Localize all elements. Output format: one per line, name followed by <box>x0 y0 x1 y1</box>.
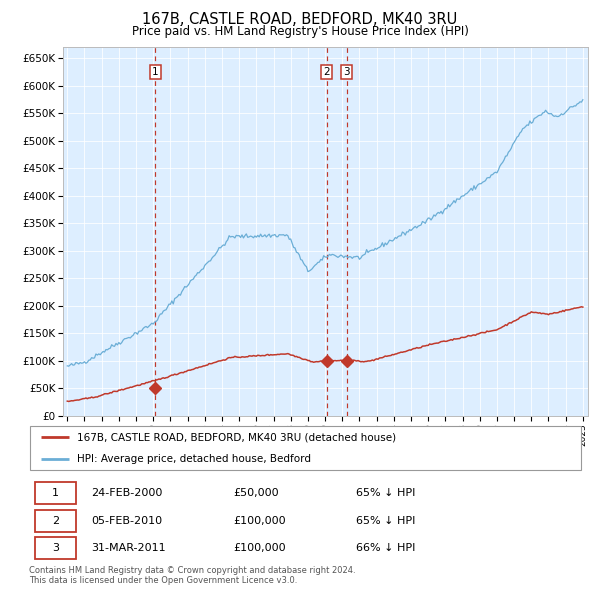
Text: Contains HM Land Registry data © Crown copyright and database right 2024.: Contains HM Land Registry data © Crown c… <box>29 566 355 575</box>
FancyBboxPatch shape <box>30 425 581 470</box>
Text: 66% ↓ HPI: 66% ↓ HPI <box>356 543 416 553</box>
Text: 2: 2 <box>52 516 59 526</box>
Text: 3: 3 <box>52 543 59 553</box>
FancyBboxPatch shape <box>35 537 76 559</box>
Text: 1: 1 <box>52 489 59 499</box>
Text: 167B, CASTLE ROAD, BEDFORD, MK40 3RU: 167B, CASTLE ROAD, BEDFORD, MK40 3RU <box>142 12 458 27</box>
Text: Price paid vs. HM Land Registry's House Price Index (HPI): Price paid vs. HM Land Registry's House … <box>131 25 469 38</box>
Text: 65% ↓ HPI: 65% ↓ HPI <box>356 516 416 526</box>
Text: 167B, CASTLE ROAD, BEDFORD, MK40 3RU (detached house): 167B, CASTLE ROAD, BEDFORD, MK40 3RU (de… <box>77 432 397 442</box>
Text: 31-MAR-2011: 31-MAR-2011 <box>91 543 166 553</box>
Text: 3: 3 <box>343 67 350 77</box>
Text: 05-FEB-2010: 05-FEB-2010 <box>91 516 162 526</box>
Text: 65% ↓ HPI: 65% ↓ HPI <box>356 489 416 499</box>
FancyBboxPatch shape <box>35 510 76 532</box>
Text: £50,000: £50,000 <box>233 489 279 499</box>
Text: 24-FEB-2000: 24-FEB-2000 <box>91 489 163 499</box>
Text: This data is licensed under the Open Government Licence v3.0.: This data is licensed under the Open Gov… <box>29 576 297 585</box>
Text: £100,000: £100,000 <box>233 543 286 553</box>
Text: £100,000: £100,000 <box>233 516 286 526</box>
Text: 1: 1 <box>152 67 158 77</box>
FancyBboxPatch shape <box>35 482 76 504</box>
Text: 2: 2 <box>323 67 330 77</box>
Text: HPI: Average price, detached house, Bedford: HPI: Average price, detached house, Bedf… <box>77 454 311 464</box>
